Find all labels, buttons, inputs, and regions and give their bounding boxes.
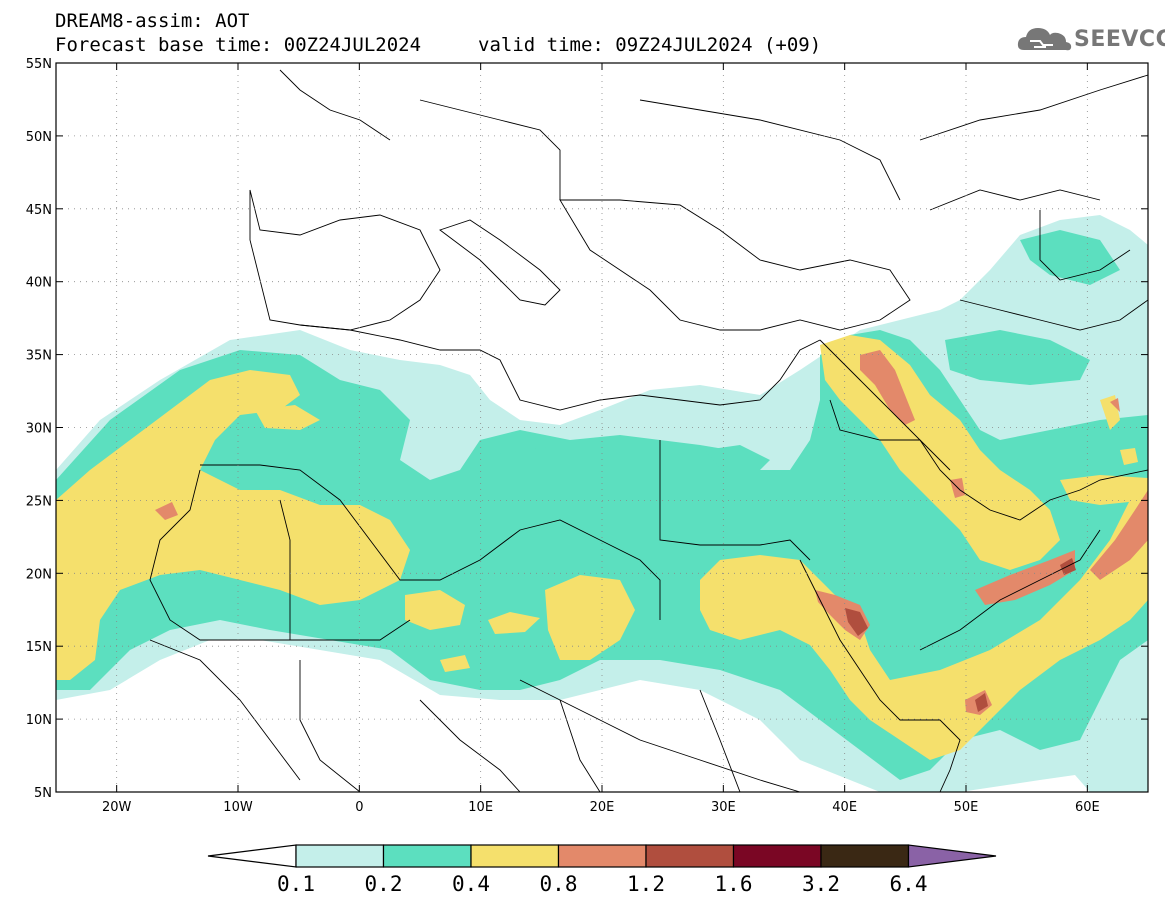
lon-label: 10W [223, 800, 253, 815]
lon-label: 20W [102, 800, 132, 815]
cloud-icon [1017, 28, 1072, 51]
lat-label: 10N [26, 713, 52, 728]
colorbar-segment [820, 844, 910, 868]
seevccc-logo: SEEVCCC [1016, 22, 1165, 56]
colorbar: 0.1 0.2 0.4 0.8 1.2 1.6 3.2 6.4 [207, 844, 997, 896]
colorbar-over-triangle [907, 844, 997, 868]
lat-label: 50N [26, 130, 52, 145]
colorbar-segment [732, 844, 822, 868]
lat-label: 40N [26, 276, 52, 291]
colorbar-label: 0.4 [452, 872, 490, 896]
colorbar-segment [557, 844, 647, 868]
lat-label: 5N [34, 786, 52, 801]
colorbar-label: 0.1 [277, 872, 315, 896]
colorbar-label: 0.8 [540, 872, 578, 896]
logo-text: SEEVCCC [1074, 27, 1165, 52]
lat-label: 30N [26, 422, 52, 437]
map-grid [56, 63, 1148, 792]
lat-label: 55N [26, 57, 52, 72]
latitude-labels: 55N 50N 45N 40N 35N 30N 25N 20N 15N 10N 5N [26, 57, 52, 801]
aot-level-0-4 [56, 335, 1148, 760]
lon-label: 10E [468, 800, 493, 815]
axis-ticks [56, 62, 1148, 793]
country-borders [149, 69, 1148, 792]
colorbar-label: 3.2 [802, 872, 840, 896]
colorbar-segment [382, 844, 472, 868]
colorbar-label: 1.6 [715, 872, 753, 896]
lon-label: 30E [711, 800, 736, 815]
lat-label: 45N [26, 203, 52, 218]
lon-label: 50E [954, 800, 979, 815]
lat-label: 25N [26, 494, 52, 509]
colorbar-segment [470, 844, 560, 868]
longitude-labels: 20W 10W 0 10E 20E 30E 40E 50E 60E [102, 800, 1100, 815]
colorbar-segment [295, 844, 385, 868]
map-title: DREAM8-assim: AOT [55, 10, 250, 32]
lon-label: 40E [832, 800, 857, 815]
colorbar-label: 1.2 [627, 872, 665, 896]
colorbar-under-triangle [207, 844, 297, 868]
lon-label: 20E [590, 800, 615, 815]
valid-time: valid time: 09Z24JUL2024 (+09) [478, 34, 822, 56]
lat-label: 35N [26, 349, 52, 364]
lat-label: 20N [26, 567, 52, 582]
lon-label: 0 [355, 800, 363, 815]
colorbar-segment [645, 844, 735, 868]
lat-label: 15N [26, 640, 52, 655]
colorbar-label: 0.2 [365, 872, 403, 896]
colorbar-label: 6.4 [890, 872, 928, 896]
lon-label: 60E [1075, 800, 1100, 815]
forecast-base-time: Forecast base time: 00Z24JUL2024 [55, 34, 422, 56]
